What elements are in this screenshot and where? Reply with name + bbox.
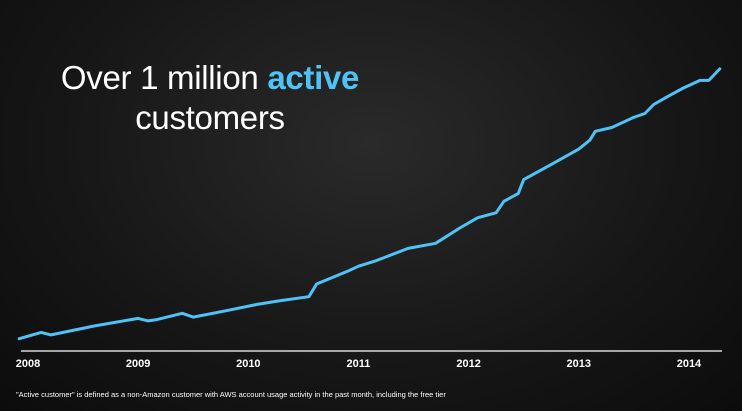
- x-tick-labels: 2008 2009 2010 2011 2012 2013 2014: [16, 358, 702, 370]
- data-point: [633, 116, 635, 118]
- x-tick-label: 2012: [456, 358, 480, 370]
- data-point: [653, 103, 655, 106]
- slide-title: Over 1 million active customers: [0, 58, 420, 138]
- title-accent: active: [267, 59, 360, 96]
- data-point: [719, 68, 721, 70]
- data-point: [459, 227, 461, 229]
- data-point: [374, 260, 376, 262]
- data-point: [357, 265, 360, 267]
- data-point: [644, 112, 646, 115]
- data-point: [40, 331, 42, 333]
- data-point: [181, 312, 183, 314]
- data-point: [708, 79, 710, 81]
- series-layer: [17, 67, 722, 341]
- data-point: [495, 212, 497, 214]
- data-point: [137, 317, 139, 319]
- data-point: [589, 139, 591, 141]
- data-point: [346, 270, 349, 272]
- data-point: [611, 126, 613, 129]
- data-point: [93, 325, 95, 327]
- x-tick-label: 2013: [567, 358, 591, 370]
- data-point: [594, 130, 596, 132]
- data-point: [476, 217, 479, 219]
- data-point: [523, 179, 525, 181]
- data-point: [699, 79, 701, 81]
- title-prefix: Over 1 million: [60, 59, 268, 96]
- data-point: [280, 299, 282, 302]
- data-point: [50, 334, 52, 336]
- data-point: [156, 319, 158, 321]
- x-tick-label: 2011: [347, 358, 371, 370]
- data-point: [147, 320, 149, 322]
- x-tick-label: 2014: [677, 358, 702, 370]
- footnote: "Active customer" is defined as a non-Am…: [16, 390, 446, 399]
- data-point: [666, 96, 668, 98]
- data-point: [627, 119, 629, 121]
- data-point: [192, 316, 194, 318]
- data-point: [434, 242, 437, 244]
- data-point: [503, 200, 505, 202]
- data-point: [578, 148, 580, 150]
- data-point: [225, 310, 227, 312]
- data-point: [682, 87, 685, 89]
- data-point: [316, 283, 318, 285]
- x-tick-label: 2008: [16, 358, 40, 370]
- data-point: [550, 163, 552, 165]
- series-line-0: [17, 67, 722, 341]
- data-point: [407, 247, 409, 249]
- x-tick-label: 2010: [236, 358, 260, 370]
- data-point: [18, 338, 20, 340]
- data-point: [256, 303, 258, 305]
- title-line2: customers: [135, 99, 285, 136]
- data-point: [308, 296, 310, 298]
- data-point: [517, 193, 519, 195]
- x-tick-label: 2009: [126, 358, 150, 370]
